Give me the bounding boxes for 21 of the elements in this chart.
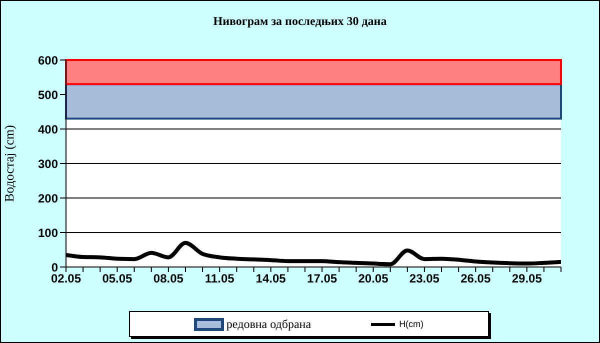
y-tick-label: 500 — [38, 88, 58, 102]
y-axis-title: Водостај (cm) — [2, 124, 17, 202]
x-tick-label: 14.05 — [256, 272, 286, 286]
x-tick-label: 02.05 — [50, 272, 82, 286]
x-tick-label: 29.05 — [512, 272, 542, 286]
y-tick-label: 0 — [51, 260, 58, 274]
x-tick-label: 08.05 — [153, 272, 184, 286]
legend-label: редовна одбрана — [226, 316, 312, 332]
y-tick-label: 300 — [38, 156, 58, 171]
x-tick-label: 20.05 — [358, 272, 389, 286]
chart-title: Нивограм за последњих 30 дана — [212, 14, 388, 29]
legend-label: H(cm) — [399, 319, 424, 329]
y-tick-label: 400 — [38, 122, 58, 136]
y-tick-label: 200 — [38, 191, 58, 206]
x-tick-label: 17.05 — [307, 272, 338, 286]
y-tick-label: 100 — [38, 226, 58, 240]
x-tick-label: 23.05 — [409, 272, 440, 286]
y-tick-label: 600 — [38, 53, 58, 68]
x-tick-label: 05.05 — [102, 272, 133, 286]
x-tick-label: 11.05 — [204, 272, 235, 286]
x-tick-label: 26.05 — [460, 272, 491, 286]
